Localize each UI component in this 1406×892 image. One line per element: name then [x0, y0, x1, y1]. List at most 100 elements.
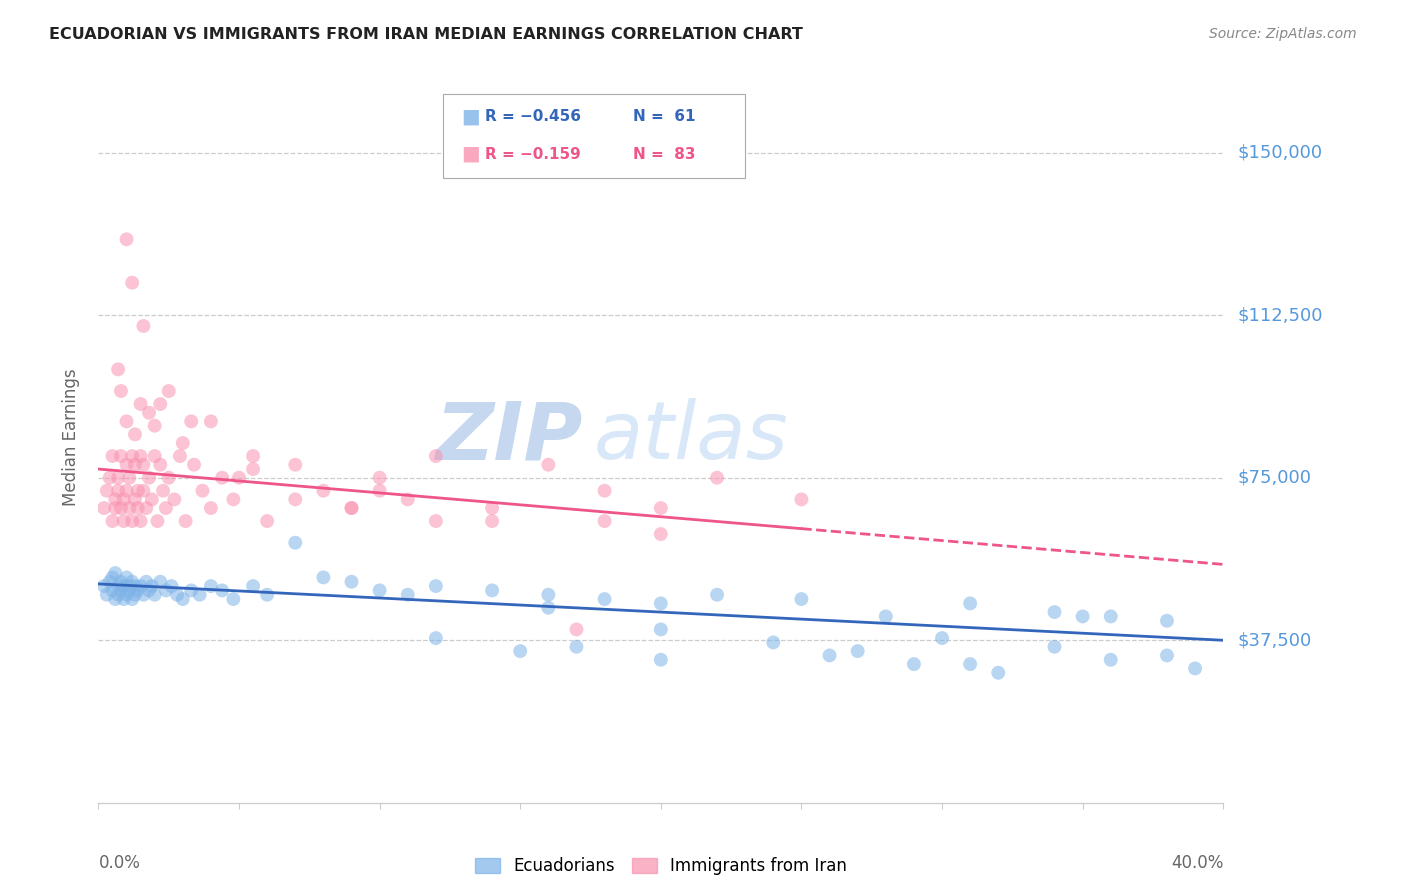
- Point: [146, 514, 169, 528]
- Point: [593, 514, 616, 528]
- Point: [180, 414, 202, 428]
- Point: [112, 492, 135, 507]
- Point: [284, 535, 307, 549]
- Point: [931, 631, 953, 645]
- Text: R = −0.159: R = −0.159: [485, 147, 581, 161]
- Point: [481, 501, 503, 516]
- Point: [650, 527, 672, 541]
- Point: [129, 449, 152, 463]
- Point: [104, 566, 127, 580]
- Text: $150,000: $150,000: [1237, 144, 1322, 161]
- Point: [149, 458, 172, 472]
- Point: [121, 592, 143, 607]
- Point: [121, 514, 143, 528]
- Point: [228, 471, 250, 485]
- Text: 0.0%: 0.0%: [98, 854, 141, 872]
- Point: [509, 644, 531, 658]
- Point: [425, 514, 447, 528]
- Point: [163, 492, 186, 507]
- Point: [155, 501, 177, 516]
- Point: [818, 648, 841, 663]
- Point: [132, 483, 155, 498]
- Point: [481, 514, 503, 528]
- Point: [368, 471, 391, 485]
- Point: [242, 579, 264, 593]
- Point: [762, 635, 785, 649]
- Point: [650, 596, 672, 610]
- Point: [143, 449, 166, 463]
- Point: [312, 483, 335, 498]
- Point: [110, 501, 132, 516]
- Point: [135, 501, 157, 516]
- Point: [121, 276, 143, 290]
- Point: [107, 471, 129, 485]
- Point: [650, 623, 672, 637]
- Point: [396, 492, 419, 507]
- Point: [93, 579, 115, 593]
- Point: [115, 232, 138, 246]
- Point: [124, 492, 146, 507]
- Text: $112,500: $112,500: [1237, 306, 1323, 324]
- Point: [790, 592, 813, 607]
- Point: [143, 418, 166, 433]
- Point: [211, 583, 233, 598]
- Point: [110, 449, 132, 463]
- Text: ▪: ▪: [460, 140, 481, 169]
- Point: [200, 579, 222, 593]
- Point: [537, 588, 560, 602]
- Point: [107, 588, 129, 602]
- Point: [141, 579, 163, 593]
- Point: [132, 588, 155, 602]
- Point: [127, 483, 149, 498]
- Point: [1099, 653, 1122, 667]
- Point: [593, 592, 616, 607]
- Point: [368, 483, 391, 498]
- Point: [169, 449, 191, 463]
- Point: [565, 640, 588, 654]
- Point: [132, 318, 155, 333]
- Point: [101, 570, 124, 584]
- Point: [107, 483, 129, 498]
- Point: [396, 588, 419, 602]
- Point: [172, 436, 194, 450]
- Point: [121, 449, 143, 463]
- Point: [284, 458, 307, 472]
- Point: [157, 471, 180, 485]
- Point: [107, 362, 129, 376]
- Point: [112, 592, 135, 607]
- Point: [650, 653, 672, 667]
- Point: [115, 483, 138, 498]
- Point: [135, 574, 157, 589]
- Text: ▪: ▪: [460, 103, 481, 131]
- Point: [959, 596, 981, 610]
- Point: [129, 579, 152, 593]
- Point: [1156, 614, 1178, 628]
- Point: [141, 492, 163, 507]
- Point: [101, 449, 124, 463]
- Point: [340, 574, 363, 589]
- Point: [138, 471, 160, 485]
- Point: [112, 579, 135, 593]
- Point: [115, 570, 138, 584]
- Point: [104, 492, 127, 507]
- Point: [118, 583, 141, 598]
- Text: N =  83: N = 83: [633, 147, 695, 161]
- Point: [129, 514, 152, 528]
- Point: [211, 471, 233, 485]
- Point: [98, 574, 121, 589]
- Point: [200, 414, 222, 428]
- Point: [138, 583, 160, 598]
- Text: ZIP: ZIP: [434, 398, 582, 476]
- Point: [127, 501, 149, 516]
- Point: [565, 623, 588, 637]
- Point: [118, 471, 141, 485]
- Point: [143, 588, 166, 602]
- Point: [425, 449, 447, 463]
- Point: [846, 644, 869, 658]
- Point: [155, 583, 177, 598]
- Legend: Ecuadorians, Immigrants from Iran: Ecuadorians, Immigrants from Iran: [475, 857, 846, 875]
- Text: R = −0.456: R = −0.456: [485, 110, 581, 124]
- Point: [152, 483, 174, 498]
- Point: [172, 592, 194, 607]
- Point: [368, 583, 391, 598]
